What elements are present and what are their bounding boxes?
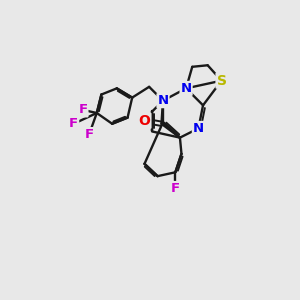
- Text: N: N: [158, 94, 169, 107]
- Text: F: F: [78, 103, 88, 116]
- Text: F: F: [85, 128, 94, 141]
- Text: N: N: [181, 82, 192, 95]
- Text: F: F: [69, 117, 78, 130]
- Text: F: F: [171, 182, 180, 195]
- Text: O: O: [139, 114, 150, 128]
- Text: N: N: [193, 122, 204, 135]
- Text: S: S: [217, 74, 226, 88]
